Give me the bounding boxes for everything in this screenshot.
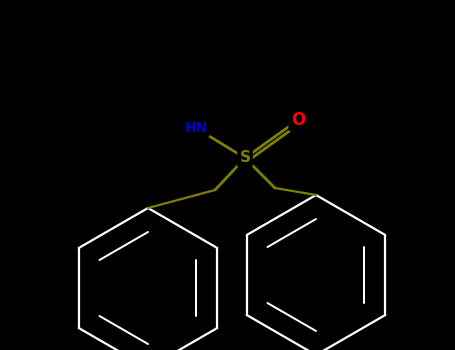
Text: HN: HN (184, 121, 207, 135)
Text: O: O (291, 111, 305, 129)
Text: S: S (239, 150, 251, 166)
